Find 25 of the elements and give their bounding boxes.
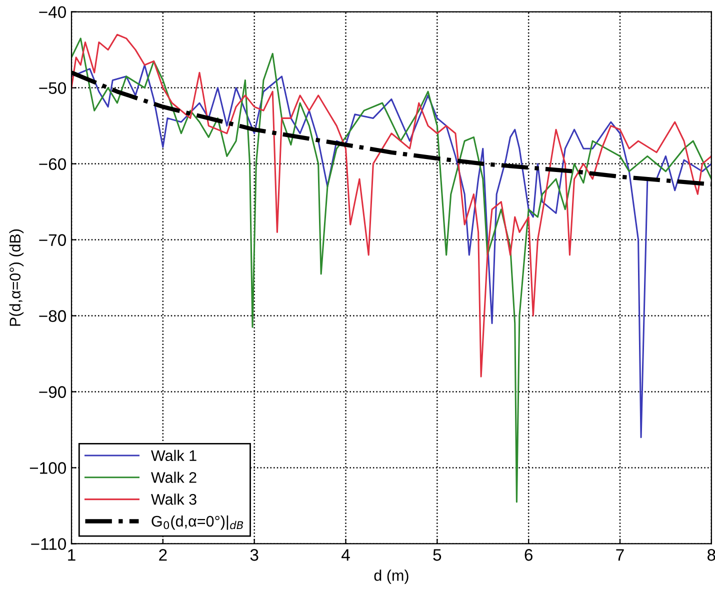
x-axis-title: d (m) <box>374 570 408 584</box>
x-tick-label: 6 <box>524 549 532 561</box>
y-tick-label: −90 <box>39 386 66 398</box>
x-tick-label: 5 <box>433 549 442 561</box>
y-tick-label: −60 <box>39 158 66 170</box>
legend-label: Walk 3 <box>151 494 196 505</box>
x-tick-label: 2 <box>159 549 167 561</box>
y-tick-label: −70 <box>39 234 66 246</box>
line-series <box>72 38 712 503</box>
x-tick-label: 3 <box>250 549 258 561</box>
x-tick-label: 7 <box>616 549 624 561</box>
x-tick-label: 8 <box>708 549 715 561</box>
y-tick-label: −110 <box>31 538 66 550</box>
y-tick-label: −80 <box>39 310 66 322</box>
y-axis-title: P(d,α=0°) (dB) <box>9 229 24 326</box>
x-tick-label: 4 <box>342 549 350 561</box>
y-tick-label: −50 <box>39 82 66 94</box>
line-series <box>72 64 712 438</box>
line-series <box>72 34 712 378</box>
x-tick-label: 1 <box>68 549 76 561</box>
y-tick-label: −40 <box>39 6 66 18</box>
legend-label: Walk 2 <box>151 472 196 483</box>
y-tick-label: −100 <box>30 462 66 474</box>
legend-label: G$_{0}$(d,α=0°)|$_{dB}$ <box>152 515 244 530</box>
legend-label: Walk 1 <box>151 450 196 462</box>
